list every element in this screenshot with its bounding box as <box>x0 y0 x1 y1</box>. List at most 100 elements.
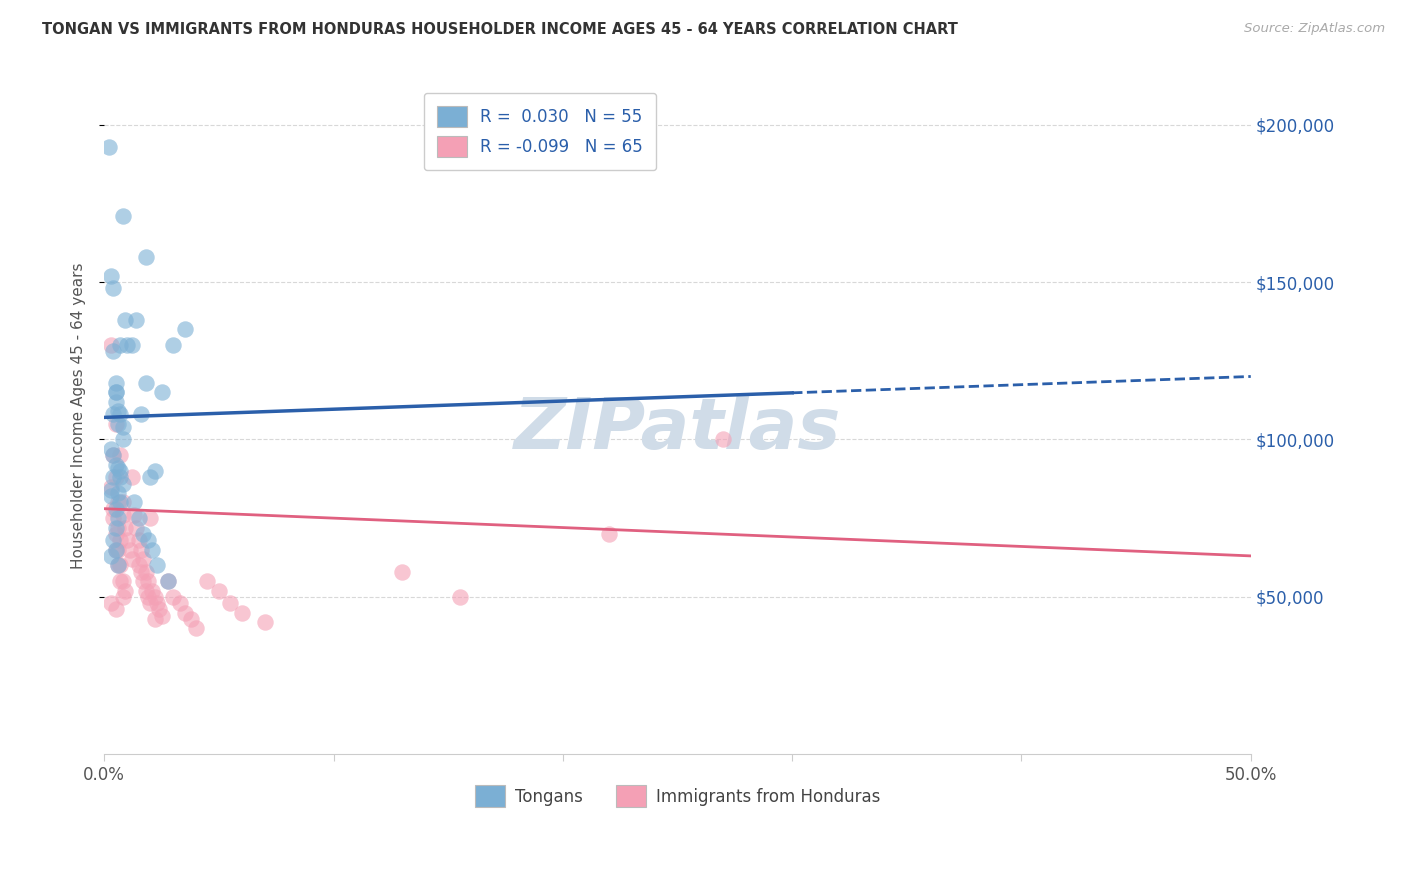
Point <box>184 621 207 635</box>
Point <box>111 209 134 223</box>
Point <box>121 470 143 484</box>
Point <box>391 565 413 579</box>
Point <box>146 596 169 610</box>
Point <box>114 313 136 327</box>
Point <box>103 470 125 484</box>
Point <box>125 520 148 534</box>
Point <box>103 533 125 548</box>
Point <box>135 250 157 264</box>
Point <box>111 508 134 522</box>
Point <box>107 558 129 573</box>
Point <box>136 590 159 604</box>
Point <box>111 495 134 509</box>
Point <box>129 565 152 579</box>
Point <box>97 139 120 153</box>
Point <box>110 495 132 509</box>
Point <box>103 281 125 295</box>
Point <box>103 407 125 421</box>
Point <box>111 420 134 434</box>
Point <box>115 338 138 352</box>
Point <box>208 583 231 598</box>
Point <box>110 448 132 462</box>
Point <box>129 407 152 421</box>
Point <box>135 583 157 598</box>
Point <box>122 508 145 522</box>
Point <box>136 574 159 588</box>
Text: Source: ZipAtlas.com: Source: ZipAtlas.com <box>1244 22 1385 36</box>
Point <box>103 344 125 359</box>
Point <box>110 533 132 548</box>
Legend: Tongans, Immigrants from Honduras: Tongans, Immigrants from Honduras <box>468 779 887 814</box>
Point <box>121 552 143 566</box>
Point <box>110 558 132 573</box>
Point <box>143 612 166 626</box>
Point <box>135 565 157 579</box>
Point <box>713 433 735 447</box>
Point <box>104 520 127 534</box>
Point <box>122 495 145 509</box>
Point <box>107 486 129 500</box>
Point <box>143 590 166 604</box>
Point <box>173 322 195 336</box>
Point <box>100 480 122 494</box>
Point <box>146 558 169 573</box>
Point <box>128 533 150 548</box>
Point <box>104 458 127 472</box>
Point <box>104 542 127 557</box>
Point <box>141 542 163 557</box>
Point <box>110 407 132 421</box>
Point <box>128 511 150 525</box>
Point <box>162 590 184 604</box>
Point <box>132 574 155 588</box>
Point <box>157 574 180 588</box>
Point <box>103 511 125 525</box>
Point <box>107 404 129 418</box>
Point <box>104 602 127 616</box>
Point <box>107 417 129 431</box>
Point <box>136 533 159 548</box>
Point <box>129 542 152 557</box>
Point <box>253 615 276 629</box>
Point <box>115 533 138 548</box>
Point <box>104 501 127 516</box>
Y-axis label: Householder Income Ages 45 - 64 years: Householder Income Ages 45 - 64 years <box>72 262 86 569</box>
Point <box>180 612 202 626</box>
Point <box>135 376 157 390</box>
Point <box>114 583 136 598</box>
Point <box>169 596 191 610</box>
Point <box>110 470 132 484</box>
Point <box>139 470 162 484</box>
Point <box>107 542 129 557</box>
Point <box>100 268 122 283</box>
Text: TONGAN VS IMMIGRANTS FROM HONDURAS HOUSEHOLDER INCOME AGES 45 - 64 YEARS CORRELA: TONGAN VS IMMIGRANTS FROM HONDURAS HOUSE… <box>42 22 957 37</box>
Point <box>219 596 242 610</box>
Point <box>104 385 127 400</box>
Point <box>104 385 127 400</box>
Point <box>121 338 143 352</box>
Point <box>111 590 134 604</box>
Point <box>139 511 162 525</box>
Point <box>111 476 134 491</box>
Point <box>104 527 127 541</box>
Point <box>100 596 122 610</box>
Point <box>104 470 127 484</box>
Point <box>111 433 134 447</box>
Point <box>110 574 132 588</box>
Point <box>100 489 122 503</box>
Point <box>449 590 471 604</box>
Point <box>103 448 125 462</box>
Point <box>132 527 155 541</box>
Point <box>139 596 162 610</box>
Point <box>150 608 173 623</box>
Text: ZIPatlas: ZIPatlas <box>513 395 841 464</box>
Point <box>118 542 141 557</box>
Point <box>132 552 155 566</box>
Point <box>148 602 170 616</box>
Point <box>197 574 219 588</box>
Point <box>150 385 173 400</box>
Point <box>100 442 122 456</box>
Point <box>231 606 253 620</box>
Point <box>173 606 195 620</box>
Point <box>107 495 129 509</box>
Point <box>110 464 132 478</box>
